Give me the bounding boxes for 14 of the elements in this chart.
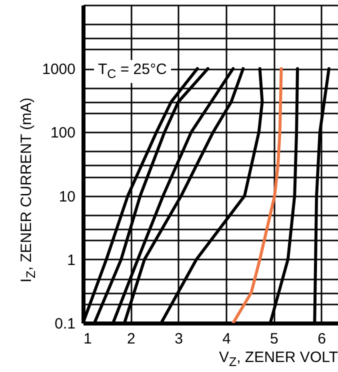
line-series bbox=[232, 67, 283, 323]
y-tick-label: 0.1 bbox=[54, 316, 76, 332]
x-axis-title: V$_{Z}$, ZENER VOLT bbox=[218, 349, 338, 369]
x-tick-label: 1 bbox=[84, 330, 92, 348]
y-tick-label: 10 bbox=[58, 188, 76, 206]
annotation: T$_{C}$ = 25°C bbox=[94, 60, 171, 82]
x-tick-label: 4 bbox=[222, 330, 231, 348]
y-tick-label: 1000 bbox=[42, 61, 76, 78]
x-tick-label: 5 bbox=[270, 330, 278, 348]
x-tick-label: 6 bbox=[318, 330, 326, 348]
x-tick-label: 3 bbox=[174, 330, 183, 348]
y-tick-label: 1 bbox=[67, 252, 76, 269]
y-tick-label: 100 bbox=[50, 124, 76, 142]
x-tick-label: 2 bbox=[126, 330, 136, 348]
